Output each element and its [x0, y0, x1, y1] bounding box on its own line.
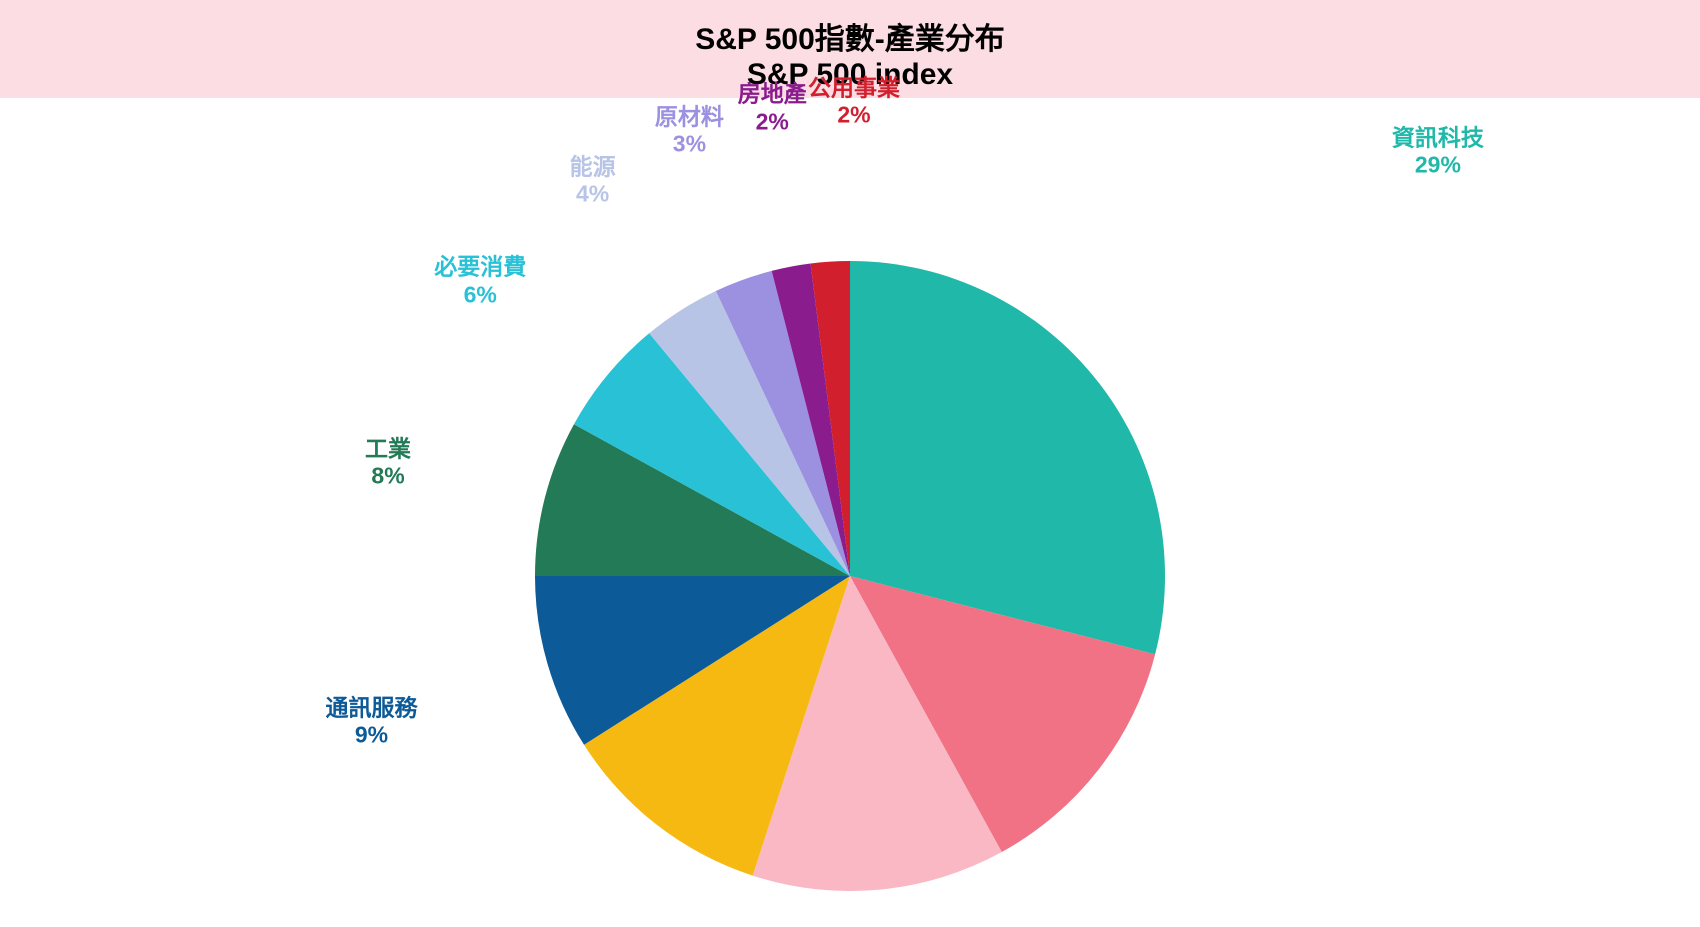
- slice-label-name: 能源: [570, 153, 616, 181]
- slice-label-name: 原材料: [655, 103, 724, 131]
- slice-label-name: 公用事業: [808, 74, 900, 102]
- slice-label-percent: 2%: [808, 102, 900, 130]
- pie-slice-label: 工業8%: [365, 435, 411, 490]
- slice-label-percent: 4%: [570, 181, 616, 209]
- slice-label-percent: 2%: [738, 108, 807, 136]
- slice-label-percent: 29%: [1392, 152, 1484, 180]
- slice-label-name: 工業: [365, 435, 411, 463]
- pie-slice-label: 資訊科技29%: [1392, 124, 1484, 179]
- slice-label-percent: 8%: [365, 463, 411, 491]
- slice-label-percent: 9%: [325, 722, 417, 750]
- pie-slice-label: 原材料3%: [655, 103, 724, 158]
- slice-label-name: 通訊服務: [325, 694, 417, 722]
- slice-label-name: 房地產: [738, 81, 807, 109]
- pie-slice-label: 必要消費6%: [434, 254, 526, 309]
- pie-chart-svg: [535, 261, 1165, 891]
- pie-slice-label: 公用事業2%: [808, 74, 900, 129]
- chart-title-line1: S&P 500指數-產業分布: [0, 14, 1700, 58]
- slice-label-percent: 3%: [655, 131, 724, 159]
- slice-label-name: 資訊科技: [1392, 124, 1484, 152]
- slice-label-percent: 6%: [434, 281, 526, 309]
- pie-chart-area: 資訊科技29%金融13%醫療照護13%非必要消費11%通訊服務9%工業8%必要消…: [0, 196, 1700, 927]
- pie-slice-label: 通訊服務9%: [325, 694, 417, 749]
- slice-label-name: 必要消費: [434, 254, 526, 282]
- pie-slice-label: 房地產2%: [738, 81, 807, 136]
- pie-slice-label: 能源4%: [570, 153, 616, 208]
